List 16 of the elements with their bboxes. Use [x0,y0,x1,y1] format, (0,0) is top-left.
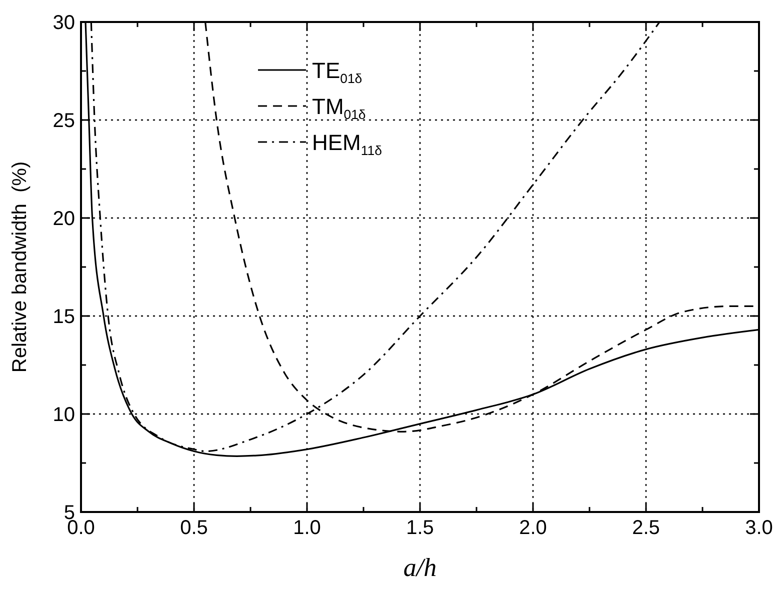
x-tick-label: 3.0 [745,517,773,539]
x-axis-title: a/h [403,553,437,582]
x-tick-label: 1.0 [293,517,321,539]
legend-label: TM$_{01δ}$ [312,94,366,122]
x-tick-label: 1.5 [406,517,434,539]
x-tick-label: 0.5 [180,517,208,539]
y-tick-label: 30 [52,12,75,34]
y-tick-label: 25 [52,110,75,132]
legend-label: HEM$_{11δ}$ [312,130,382,158]
y-axis-title: Relative bandwidth (%) [9,161,31,373]
x-tick-label: 2.5 [632,517,660,539]
y-tick-label: 20 [52,208,75,230]
legend-label: TE$_{01δ}$ [312,58,362,86]
y-tick-label: 15 [52,306,75,328]
x-tick-label: 2.0 [519,517,547,539]
y-tick-label: 10 [52,404,75,426]
